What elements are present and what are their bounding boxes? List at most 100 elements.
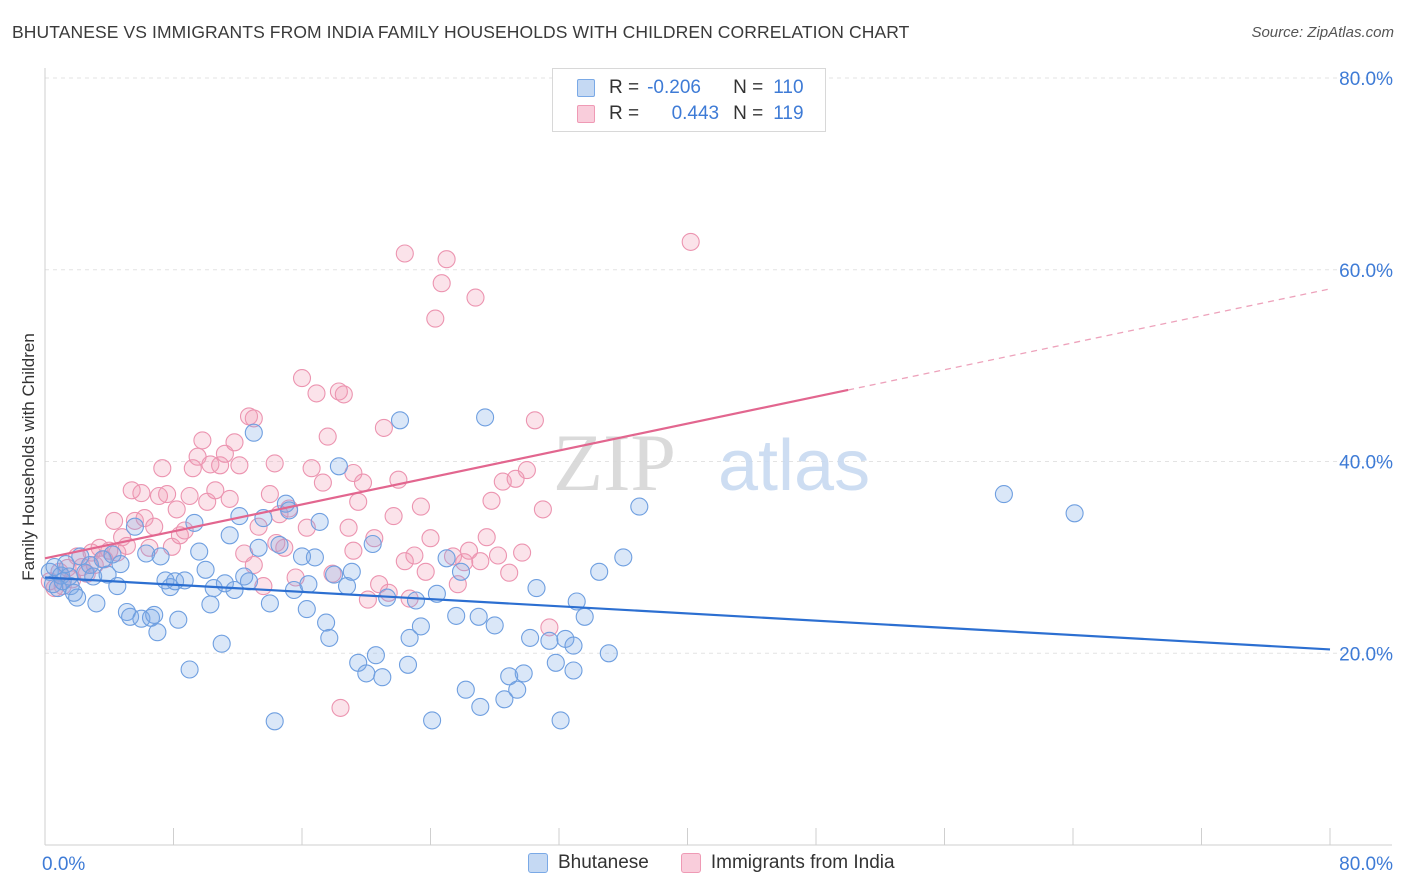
india-point xyxy=(331,698,350,717)
india-point xyxy=(482,491,501,510)
bhutanese-point xyxy=(357,664,376,683)
india-point xyxy=(193,431,212,450)
legend-swatch-blue xyxy=(577,79,595,97)
india-point xyxy=(167,500,186,519)
india-point xyxy=(455,553,474,572)
bhutanese-point xyxy=(400,628,419,647)
india-trend-line xyxy=(44,388,849,560)
india-point xyxy=(249,517,268,536)
india-point xyxy=(307,384,326,403)
india-point xyxy=(244,409,263,428)
india-point xyxy=(158,485,177,504)
india-point xyxy=(265,454,284,473)
legend-label-bhutanese: Bhutanese xyxy=(558,852,649,873)
legend-row-bhutanese: R = -0.206 N = 110 xyxy=(577,76,804,100)
india-point xyxy=(206,481,225,500)
bhutanese-point xyxy=(546,653,565,672)
tick-labels: 20.0% 40.0% 60.0% 80.0% 0.0% 80.0% xyxy=(42,69,1393,875)
india-point xyxy=(353,473,373,492)
bhutanese-point xyxy=(527,579,546,598)
bhutanese-point xyxy=(373,668,392,687)
y-tick-label: 60.0% xyxy=(1339,261,1393,282)
bhutanese-point xyxy=(575,607,594,626)
bhutanese-point xyxy=(145,605,164,624)
india-trend-extension xyxy=(847,288,1331,391)
bhutanese-point xyxy=(451,562,471,581)
legend-n-value: 119 xyxy=(773,103,804,124)
india-point xyxy=(211,456,230,475)
bhutanese-point xyxy=(244,423,263,442)
india-point xyxy=(292,369,312,388)
bhutanese-point xyxy=(427,584,446,603)
bhutanese-point xyxy=(68,588,87,607)
bhutanese-point xyxy=(398,655,418,674)
india-point xyxy=(260,485,279,504)
grid-lines xyxy=(45,77,1392,654)
india-point xyxy=(329,382,348,401)
x-tick-label: 80.0% xyxy=(1339,854,1393,875)
bhutanese-point xyxy=(406,591,426,610)
india-point xyxy=(432,274,451,293)
bhutanese-point xyxy=(456,680,475,699)
india-point xyxy=(466,288,485,307)
bhutanese-point xyxy=(225,580,244,600)
india-point xyxy=(323,564,342,583)
y-tick-label: 80.0% xyxy=(1339,69,1393,90)
india-point xyxy=(517,461,536,480)
bhutanese-point xyxy=(325,565,344,584)
bhutanese-point xyxy=(630,497,649,516)
india-point xyxy=(384,507,403,526)
bhutanese-point xyxy=(540,631,559,650)
bhutanese-point xyxy=(366,646,385,665)
bhutanese-point xyxy=(500,667,519,686)
bhutanese-point xyxy=(148,623,167,642)
india-point xyxy=(459,541,479,560)
india-point xyxy=(477,528,496,547)
bhutanese-point xyxy=(265,712,284,731)
correlation-legend: R = -0.206 N = 110 R = 0.443 N = 119 xyxy=(552,68,826,132)
india-point xyxy=(313,473,332,492)
bhutanese-point xyxy=(125,517,144,536)
bhutanese-point xyxy=(521,628,540,647)
india-point xyxy=(225,433,244,452)
india-point xyxy=(513,543,532,562)
legend-n-label: N = xyxy=(733,103,764,124)
india-point xyxy=(374,418,393,437)
y-tick-label: 40.0% xyxy=(1339,453,1393,474)
bhutanese-point xyxy=(599,644,618,663)
watermark: ZIP atlas xyxy=(553,417,870,508)
india-point xyxy=(681,232,700,251)
bhutanese-point xyxy=(564,636,583,655)
india-point xyxy=(426,309,445,328)
india-point xyxy=(145,517,164,536)
india-point xyxy=(267,533,286,553)
bhutanese-point xyxy=(495,690,514,709)
india-point xyxy=(471,552,490,571)
bhutanese-point xyxy=(342,562,361,581)
y-axis-label: Family Households with Children xyxy=(19,333,38,581)
india-point xyxy=(318,427,337,446)
india-point xyxy=(339,518,358,537)
india-point xyxy=(358,590,377,609)
bhutanese-point xyxy=(239,572,259,591)
legend-r-label: R = xyxy=(609,77,640,98)
bhutanese-point xyxy=(169,610,188,629)
bhutanese-point xyxy=(329,457,348,476)
bhutanese-point xyxy=(212,634,231,653)
bhutanese-point xyxy=(390,411,410,430)
india-point xyxy=(540,618,559,637)
bhutanese-point xyxy=(98,565,117,584)
bhutanese-trend-line xyxy=(44,576,1331,651)
legend-item-bhutanese: Bhutanese xyxy=(528,852,649,874)
bhutanese-point xyxy=(111,555,130,574)
india-point xyxy=(201,455,220,474)
bhutanese-point xyxy=(297,600,316,619)
chart-source: Source: ZipAtlas.com xyxy=(1251,24,1394,41)
bhutanese-point xyxy=(270,535,289,554)
india-point xyxy=(395,244,414,263)
india-point xyxy=(525,411,544,430)
legend-label-india: Immigrants from India xyxy=(710,852,895,873)
india-point xyxy=(416,562,435,581)
bhutanese-point xyxy=(471,697,490,716)
